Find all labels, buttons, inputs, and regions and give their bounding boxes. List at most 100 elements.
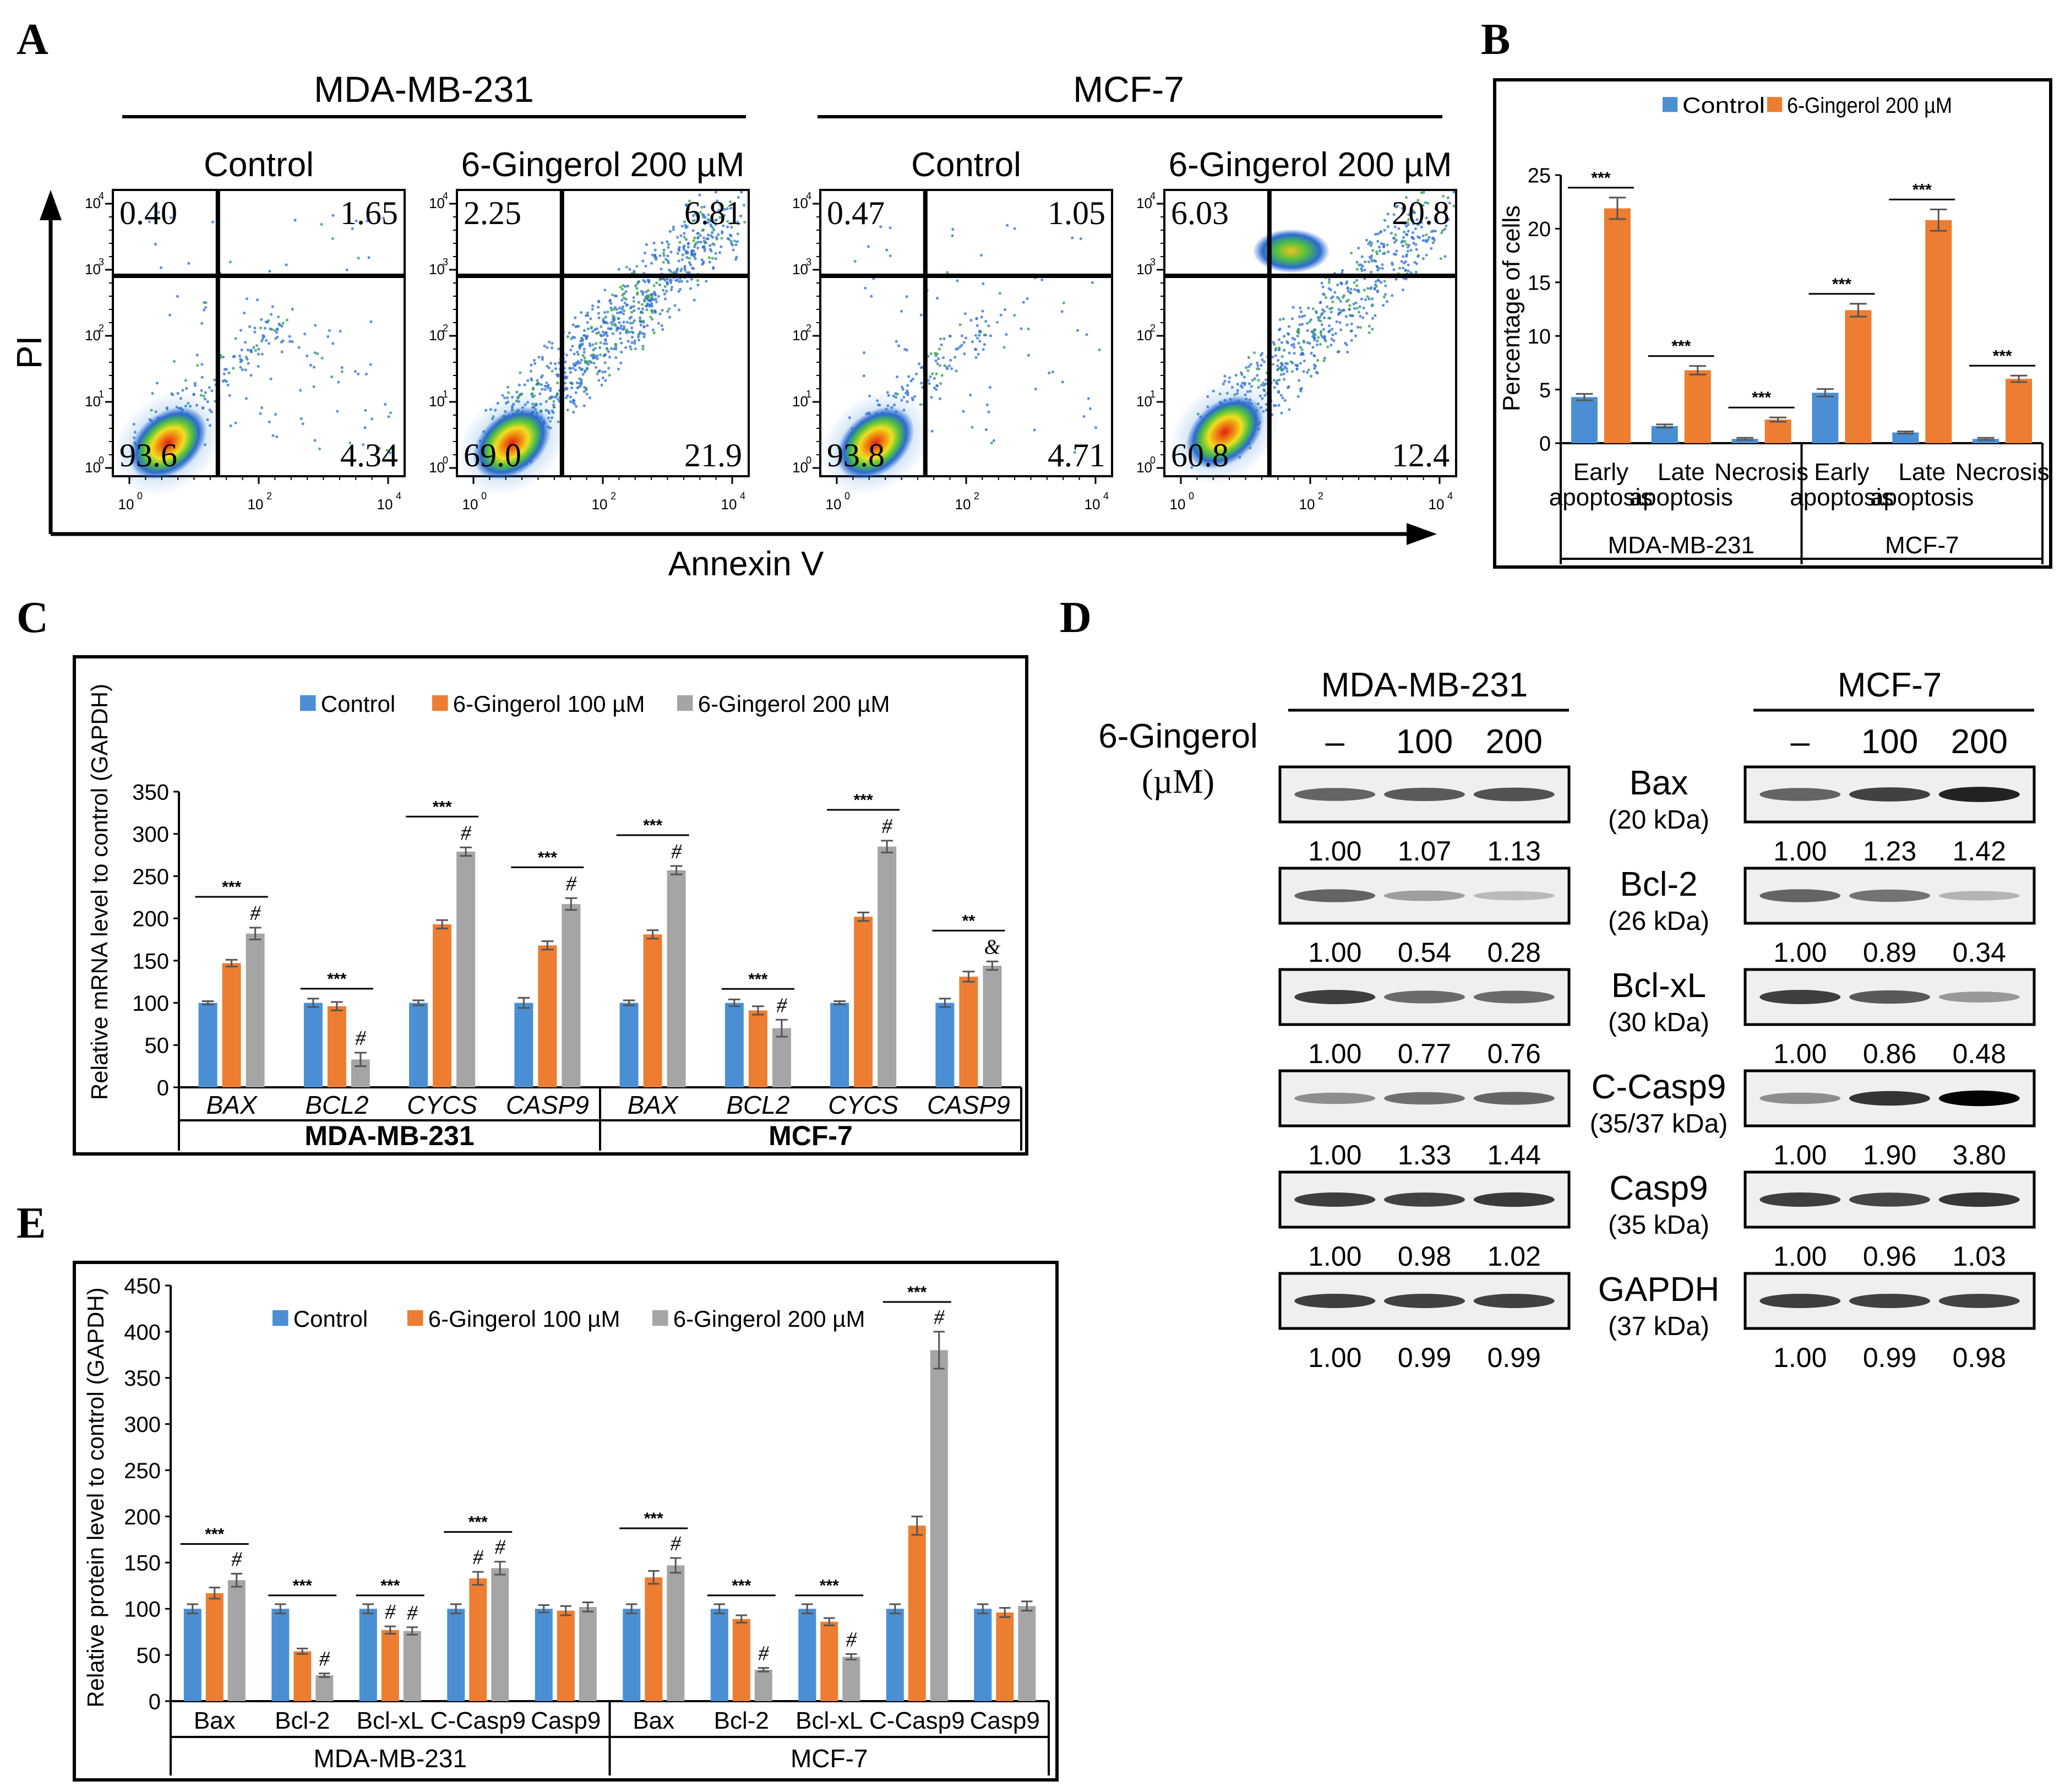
- flow-event: [1341, 269, 1344, 272]
- flow-event: [563, 371, 566, 374]
- blot-band: [1384, 1294, 1465, 1308]
- flow-event: [297, 346, 301, 349]
- flow-event: [618, 311, 622, 314]
- flow-event: [637, 301, 640, 304]
- flow-event: [723, 208, 727, 211]
- significance-stars: ***: [820, 1577, 839, 1595]
- flow-event: [705, 280, 708, 283]
- significance-mark: #: [355, 1027, 366, 1050]
- y-tick-label: 0: [157, 1076, 169, 1100]
- flow-event: [608, 356, 612, 359]
- flow-event: [696, 246, 700, 249]
- bar: [908, 1526, 926, 1701]
- flow-event: [1362, 306, 1365, 309]
- flow-event: [1412, 231, 1415, 235]
- flow-event: [1280, 411, 1283, 415]
- blot-band: [1759, 1192, 1841, 1207]
- legend-label: 6-Gingerol 100 µM: [428, 1306, 620, 1332]
- flow-event: [586, 311, 589, 315]
- flow-event: [1421, 234, 1425, 237]
- flow-event: [1308, 320, 1311, 324]
- flow-event: [619, 361, 623, 364]
- flow-event: [587, 327, 590, 330]
- flow-event: [169, 216, 172, 219]
- y-tick-exponent: 0: [806, 455, 811, 466]
- y-tick-exponent: 3: [806, 257, 811, 268]
- flow-event: [981, 309, 984, 313]
- x-tick-exponent: 0: [1189, 491, 1194, 502]
- flow-event: [1277, 346, 1281, 350]
- flow-event: [633, 270, 636, 273]
- densitometry-value: 1.00: [1308, 937, 1361, 968]
- flow-event: [1293, 346, 1296, 349]
- flow-event: [936, 297, 939, 300]
- flow-event: [675, 271, 678, 274]
- flow-event: [889, 226, 892, 230]
- flow-event: [662, 288, 665, 292]
- flow-event: [618, 321, 621, 324]
- flow-event: [651, 328, 655, 331]
- flow-event: [1416, 222, 1419, 226]
- y-tick-exponent: 3: [1150, 257, 1156, 268]
- flow-event: [1295, 367, 1299, 371]
- flow-event: [1391, 294, 1394, 297]
- flow-event: [930, 396, 933, 399]
- flow-event: [624, 297, 628, 301]
- flow-event: [685, 238, 688, 241]
- flow-event: [1407, 230, 1410, 233]
- flow-event: [1360, 297, 1364, 301]
- category-label: Bcl-2: [714, 1707, 769, 1734]
- flow-event: [909, 379, 913, 383]
- y-tick-label: 10: [1136, 327, 1152, 344]
- significance-stars: ***: [538, 848, 557, 867]
- densitometry-value: 3.80: [1953, 1140, 2006, 1170]
- flow-event: [971, 426, 974, 429]
- flow-event: [649, 315, 652, 319]
- flow-event: [1353, 281, 1356, 284]
- category-label: apoptosis: [1870, 484, 1974, 511]
- legend: Control 6-Gingerol 100 µM 6-Gingerol 200 µ…: [273, 1306, 865, 1332]
- protein-kda: (37 kDa): [1608, 1312, 1709, 1341]
- flow-event: [667, 246, 670, 249]
- bar: [619, 1003, 639, 1087]
- blot-row-gapdh: GAPDH(37 kDa)1.00 0.99 0.99 1.00 0.99 0.98: [1278, 1271, 2036, 1373]
- flow-event: [1374, 283, 1377, 287]
- significance-stars: ***: [1993, 347, 2012, 365]
- y-tick-exponent: 1: [443, 389, 448, 400]
- flow-event: [1401, 244, 1404, 248]
- flow-event: [1288, 408, 1291, 411]
- flow-event: [1361, 316, 1365, 319]
- flow-event: [1366, 287, 1370, 290]
- flow-event: [698, 193, 701, 197]
- panel-c-frame: [73, 655, 1028, 1156]
- quadrant-lower-left: 93.8: [827, 437, 885, 473]
- flow-event: [628, 268, 631, 271]
- protein-name: C-Casp9: [1592, 1068, 1726, 1106]
- flow-event: [589, 317, 592, 320]
- flow-event: [389, 411, 393, 415]
- flow-event: [688, 199, 691, 203]
- flow-event: [1386, 225, 1390, 228]
- flow-event: [204, 391, 207, 394]
- bar: [409, 1003, 428, 1087]
- densitometry-value: 1.03: [1953, 1241, 2006, 1272]
- flow-event: [1328, 317, 1332, 320]
- flow-event: [530, 377, 533, 380]
- flow-event: [578, 344, 581, 348]
- flow-event: [863, 351, 866, 355]
- blot-band: [1759, 990, 1841, 1004]
- flow-event: [530, 363, 533, 367]
- flow-event: [974, 334, 978, 337]
- protein-name: GAPDH: [1598, 1271, 1719, 1309]
- flow-event: [700, 258, 704, 262]
- flow-event: [1300, 310, 1303, 313]
- significance-stars: ***: [1671, 337, 1691, 356]
- flow-event: [989, 334, 992, 337]
- category-label: Casp9: [970, 1707, 1040, 1734]
- flow-event: [604, 331, 608, 335]
- category-group: ***: [1728, 389, 1795, 443]
- flow-event: [630, 326, 634, 330]
- quadrant-lower-right: 4.71: [1048, 437, 1105, 473]
- flow-event: [740, 190, 743, 194]
- blot-band: [1294, 1294, 1376, 1308]
